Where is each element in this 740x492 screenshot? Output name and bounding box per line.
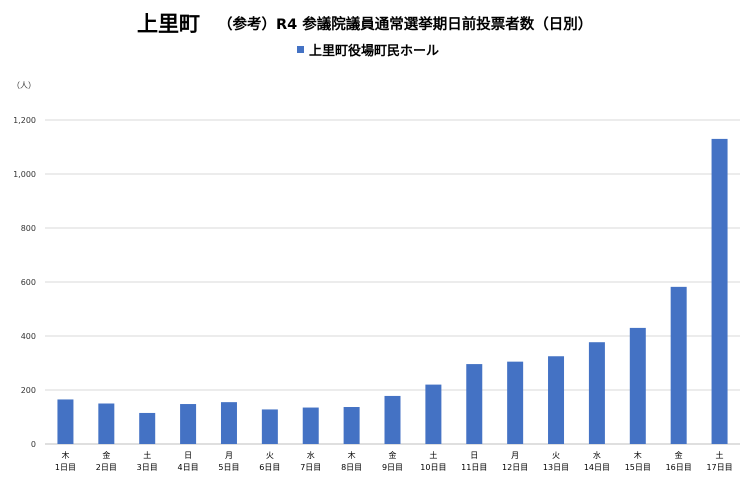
x-tick-label-day: 5日目 xyxy=(218,463,239,472)
x-tick-label-day: 7日目 xyxy=(300,463,321,472)
x-tick-label-weekday: 水 xyxy=(307,450,315,460)
x-tick-label-weekday: 水 xyxy=(593,450,601,460)
bar xyxy=(670,286,687,444)
x-tick-label-weekday: 火 xyxy=(266,451,274,460)
bar xyxy=(548,356,565,444)
x-tick-label-weekday: 月 xyxy=(225,451,233,460)
x-tick-label-weekday: 土 xyxy=(716,450,724,460)
x-tick-label-day: 2日目 xyxy=(96,463,117,472)
y-unit-label: （人） xyxy=(12,81,36,90)
x-tick-label-weekday: 金 xyxy=(389,450,397,460)
x-tick-label-day: 9日目 xyxy=(382,463,403,472)
x-tick-label-day: 14日目 xyxy=(584,463,610,472)
bar xyxy=(425,384,442,444)
x-tick-label-day: 6日目 xyxy=(259,463,280,472)
x-tick-label-weekday: 木 xyxy=(348,450,356,460)
bar xyxy=(711,138,728,444)
x-tick-label-weekday: 金 xyxy=(675,450,683,460)
bar xyxy=(220,402,237,444)
y-tick-label: 0 xyxy=(31,440,36,449)
y-tick-label: 200 xyxy=(21,386,36,395)
x-tick-label-day: 1日目 xyxy=(55,463,76,472)
x-tick-label-weekday: 土 xyxy=(429,450,437,460)
x-tick-label-day: 15日目 xyxy=(625,463,651,472)
y-tick-label: 1,000 xyxy=(13,170,36,179)
bar xyxy=(261,409,278,444)
x-tick-label-weekday: 木 xyxy=(61,450,69,460)
legend-swatch xyxy=(297,45,304,53)
x-tick-label-day: 16日目 xyxy=(666,463,692,472)
x-tick-label-day: 12日目 xyxy=(502,463,528,472)
bar xyxy=(343,407,360,444)
x-tick-label-weekday: 日 xyxy=(184,451,192,460)
bar xyxy=(588,342,605,444)
chart-title-subtitle: （参考）R4 参議院議員通常選挙期日前投票者数（日別） xyxy=(218,17,593,33)
bar xyxy=(507,361,524,444)
x-tick-label-day: 8日目 xyxy=(341,463,362,472)
x-tick-label-day: 11日目 xyxy=(461,463,487,472)
x-tick-label-weekday: 土 xyxy=(143,450,151,460)
bar xyxy=(629,327,646,444)
bar xyxy=(180,404,197,444)
x-tick-label-day: 13日目 xyxy=(543,463,569,472)
bar xyxy=(302,407,319,444)
x-tick-label-day: 10日目 xyxy=(420,463,446,472)
bar xyxy=(98,403,115,444)
x-tick-label-weekday: 金 xyxy=(102,450,110,460)
y-tick-label: 600 xyxy=(21,278,36,287)
x-tick-label-weekday: 日 xyxy=(470,451,478,460)
bar xyxy=(57,399,74,444)
x-tick-label-day: 3日目 xyxy=(137,463,158,472)
y-tick-label: 400 xyxy=(21,332,36,341)
title-row: 上里町 （参考）R4 参議院議員通常選挙期日前投票者数（日別） xyxy=(0,8,740,36)
x-tick-label-weekday: 月 xyxy=(511,451,519,460)
x-tick-label-day: 17日目 xyxy=(706,463,732,472)
legend-label: 上里町役場町民ホール xyxy=(309,43,440,59)
x-tick-label-day: 4日目 xyxy=(178,463,199,472)
bar xyxy=(384,395,401,444)
bar xyxy=(466,364,483,444)
x-tick-label-weekday: 火 xyxy=(552,451,560,460)
y-tick-label: 1,200 xyxy=(13,116,36,125)
legend: 上里町役場町民ホール xyxy=(297,40,440,59)
y-tick-label: 800 xyxy=(21,224,36,233)
bar xyxy=(139,412,156,444)
x-tick-label-weekday: 木 xyxy=(634,450,642,460)
chart-title-main: 上里町 xyxy=(137,12,200,36)
